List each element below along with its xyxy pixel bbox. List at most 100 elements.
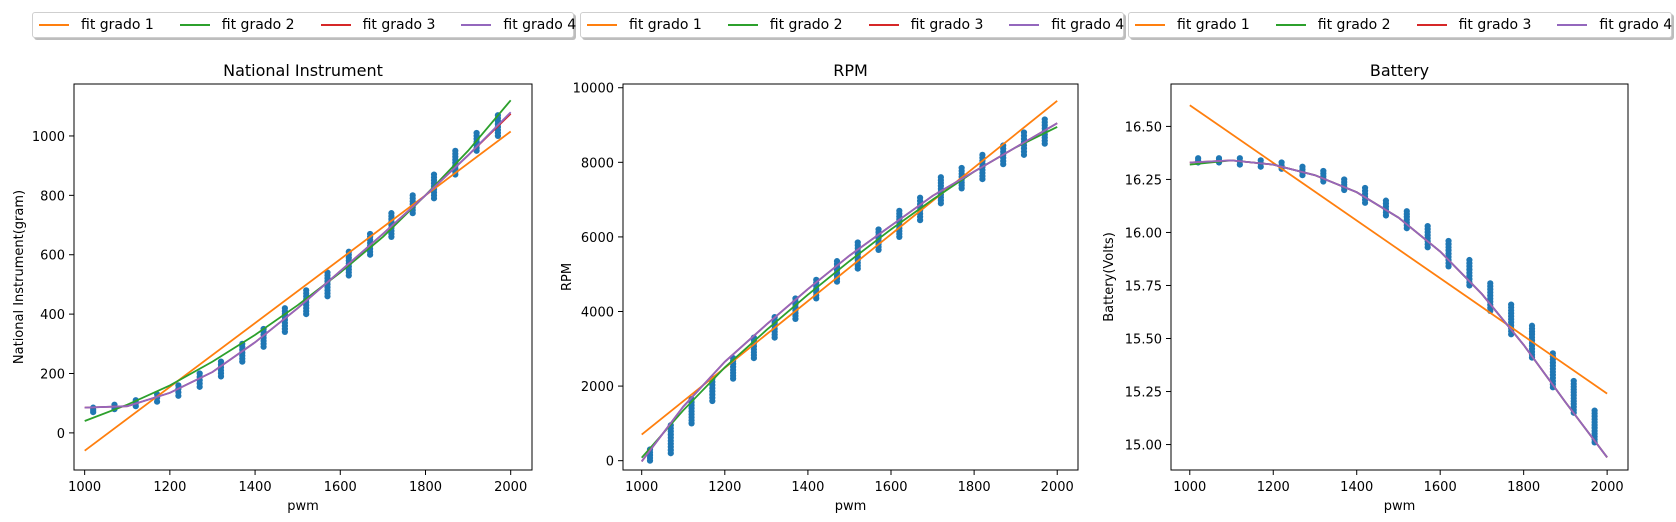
data-point <box>896 207 903 214</box>
y-tick-label: 600 <box>40 249 65 264</box>
data-point <box>1257 157 1264 164</box>
legend-item-fit3: fit grado 3 <box>1416 17 1532 33</box>
x-tick-label: 1200 <box>1257 480 1290 495</box>
legend-label: fit grado 3 <box>910 17 984 33</box>
y-tick-label: 4000 <box>581 305 614 320</box>
y-tick-label: 10000 <box>573 82 614 97</box>
legend-swatch-fit2 <box>179 24 210 26</box>
x-tick-label: 1000 <box>1173 480 1206 495</box>
chart-title: National Instrument <box>223 61 383 80</box>
x-tick-label: 1800 <box>958 480 991 495</box>
fit-line-grado-3 <box>84 113 512 409</box>
legend-item-fit4: fit grado 4 <box>461 17 576 33</box>
legend-label: fit grado 3 <box>362 17 436 33</box>
y-tick-label: 0 <box>606 455 614 470</box>
fit-line-grado-2 <box>641 126 1058 459</box>
x-tick-label: 1000 <box>625 480 658 495</box>
legend-swatch-fit1 <box>587 24 617 26</box>
legend-label: fit grado 4 <box>503 17 577 33</box>
chart-title: RPM <box>833 61 868 80</box>
fit-line-grado-4 <box>640 122 1058 462</box>
fit-line-grado-4 <box>1189 159 1608 458</box>
legend-item-fit2: fit grado 2 <box>727 17 843 33</box>
data-point <box>473 129 480 137</box>
legend-label: fit grado 2 <box>769 17 843 33</box>
plot-frame <box>1170 83 1629 471</box>
data-point <box>917 194 924 201</box>
data-point <box>1528 322 1536 329</box>
data-point <box>1445 237 1452 245</box>
legend-item-fit1: fit grado 1 <box>39 17 154 33</box>
legend-item-fit2: fit grado 2 <box>1275 17 1391 33</box>
legend-item-fit2: fit grado 2 <box>179 17 295 33</box>
y-tick-label: 200 <box>40 368 65 383</box>
data-point <box>1020 129 1028 136</box>
x-tick-label: 1000 <box>68 480 101 495</box>
y-axis-label: RPM <box>560 263 575 291</box>
data-point <box>452 147 459 154</box>
fit-line-grado-1 <box>1189 104 1608 395</box>
data-point <box>196 370 203 377</box>
legend-2: fit grado 1 fit grado 2 fit grado 3 fit … <box>580 12 1124 38</box>
y-tick-label: 1000 <box>32 130 65 145</box>
x-tick-label: 1800 <box>1507 480 1540 495</box>
data-point <box>1424 222 1431 230</box>
data-point <box>875 226 882 233</box>
legend-item-fit1: fit grado 1 <box>1135 17 1250 33</box>
x-tick-label: 1600 <box>1424 480 1457 495</box>
data-point <box>1403 208 1410 215</box>
data-point <box>303 287 310 294</box>
y-tick-label: 15.75 <box>1125 279 1162 294</box>
legend-label: fit grado 1 <box>1177 17 1250 33</box>
legend-item-fit3: fit grado 3 <box>868 17 984 33</box>
data-point <box>1341 176 1348 183</box>
y-tick-label: 15.25 <box>1125 386 1162 401</box>
legend-swatch-fit1 <box>1135 24 1165 26</box>
legend-label: fit grado 3 <box>1458 17 1532 33</box>
legend-3: fit grado 1 fit grado 2 fit grado 3 fit … <box>1128 12 1672 38</box>
data-point <box>1278 159 1285 166</box>
data-point <box>854 239 861 246</box>
subplot-2: 1000 1200 1400 1600 1800 2000 0 2000 4000 6000 800… <box>560 61 1079 514</box>
legend-label: fit grado 2 <box>1317 17 1391 33</box>
chart-title: Battery <box>1370 61 1429 80</box>
data-point <box>937 174 944 181</box>
x-tick-label: 1800 <box>409 480 442 495</box>
legend-swatch-fit3 <box>1416 24 1447 26</box>
legend-swatch-fit4 <box>1557 24 1588 26</box>
plot-frame <box>73 83 533 471</box>
data-point <box>1570 377 1577 385</box>
data-point <box>1299 163 1306 170</box>
data-point <box>1487 280 1494 287</box>
scatter-points <box>1195 155 1598 446</box>
x-tick-label: 2000 <box>1591 480 1624 495</box>
legend-item-fit4: fit grado 4 <box>1557 17 1672 33</box>
x-axis-label: pwm <box>287 499 319 514</box>
plot-frame <box>622 83 1079 471</box>
data-point <box>1591 407 1598 414</box>
subplot-1: 1000 1200 1400 1600 1800 2000 0 200 400 600 800 100… <box>12 61 533 514</box>
y-tick-label: 15.50 <box>1125 333 1162 348</box>
data-point <box>958 164 965 172</box>
fit-line-grado-1 <box>641 100 1058 436</box>
data-point <box>1236 155 1243 162</box>
x-tick-label: 1400 <box>239 480 272 495</box>
data-point <box>1041 116 1048 123</box>
y-tick-label: 15.00 <box>1125 439 1162 454</box>
data-point <box>1466 256 1473 264</box>
legend-item-fit4: fit grado 4 <box>1009 17 1124 33</box>
legend-swatch-fit2 <box>727 24 758 26</box>
x-tick-label: 1600 <box>324 480 357 495</box>
legend-item-fit1: fit grado 1 <box>587 17 702 33</box>
y-tick-label: 800 <box>40 189 65 204</box>
data-point <box>1215 155 1223 162</box>
x-tick-label: 1400 <box>1340 480 1373 495</box>
legend-label: fit grado 2 <box>221 17 295 33</box>
legend-swatch-fit4 <box>461 24 492 26</box>
x-tick-label: 1600 <box>874 480 907 495</box>
x-axis-label: pwm <box>835 499 867 514</box>
legend-swatch-fit3 <box>320 24 351 26</box>
x-tick-label: 2000 <box>1041 480 1074 495</box>
y-tick-label: 16.25 <box>1125 173 1162 188</box>
